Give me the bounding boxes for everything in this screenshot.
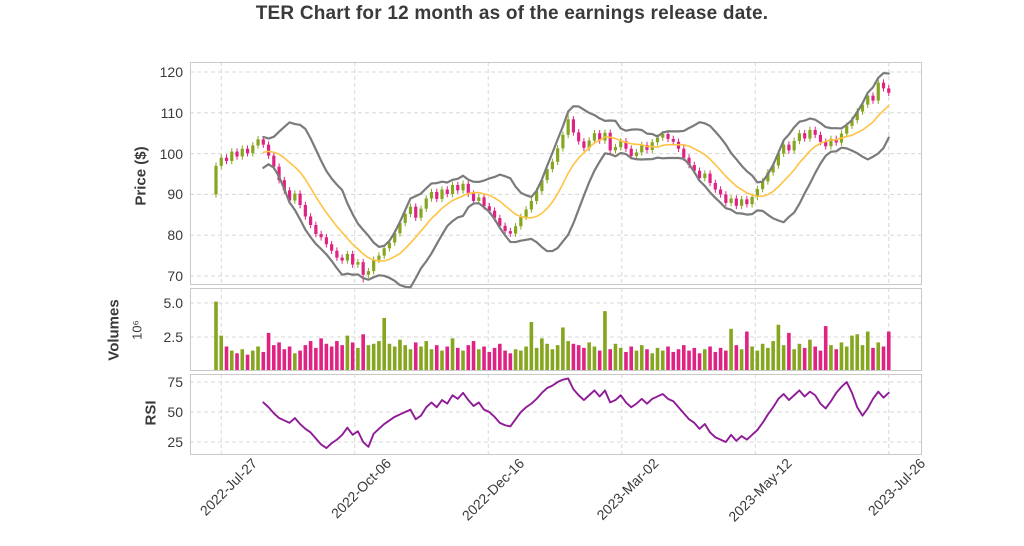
- price-tick-label: 110: [160, 104, 183, 121]
- price-tick-label: 80: [167, 227, 183, 244]
- price-tick-label: 70: [167, 268, 183, 285]
- chart-title: TER Chart for 12 month as of the earning…: [255, 3, 769, 24]
- rsi-tick-label: 25: [167, 434, 183, 451]
- volume-axis-label: Volumes: [105, 299, 123, 361]
- price-tick-label: 100: [159, 145, 183, 162]
- rsi-tick-label: 50: [167, 404, 183, 421]
- volume-tick-label: 2.5: [163, 328, 183, 345]
- price-tick-label: 120: [159, 63, 183, 80]
- volume-tick-label: 5.0: [163, 294, 183, 311]
- rsi-tick-label: 75: [167, 374, 183, 391]
- price-tick-label: 90: [167, 186, 183, 203]
